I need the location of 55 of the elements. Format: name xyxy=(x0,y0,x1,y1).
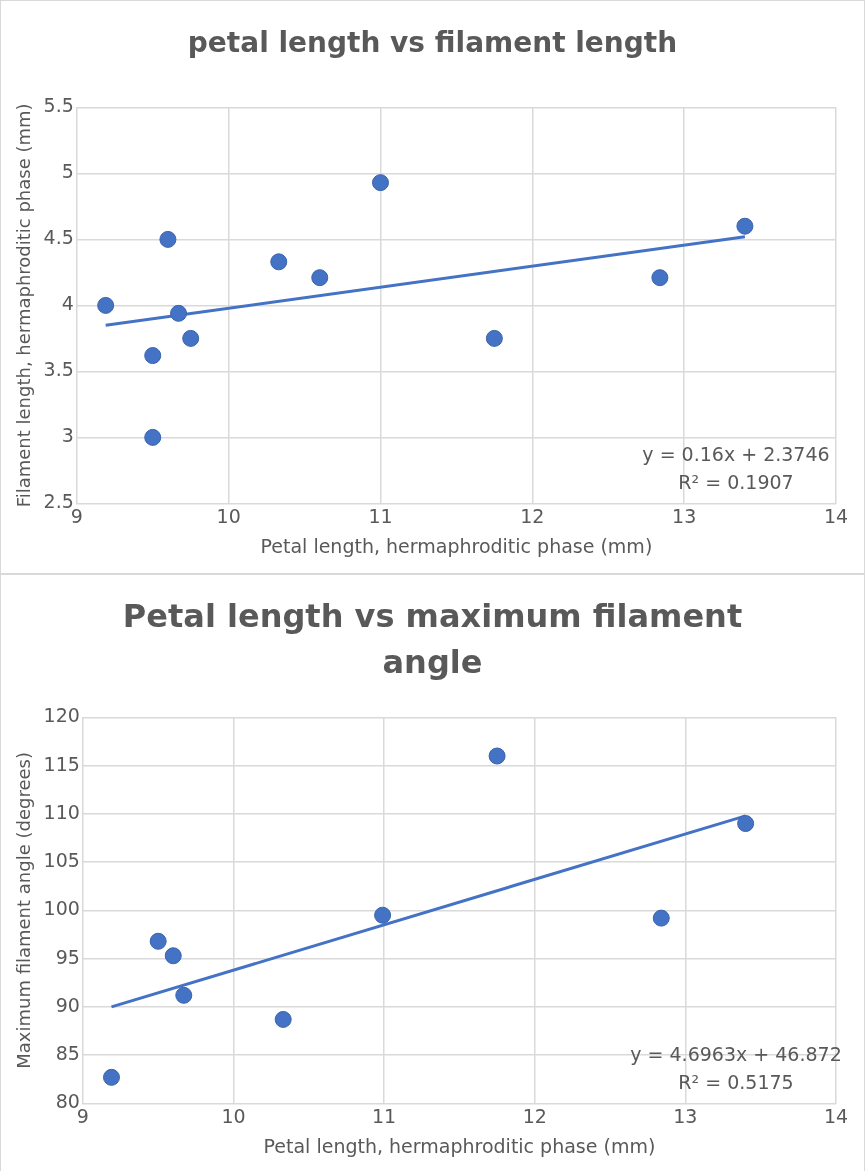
y-tick-label: 95 xyxy=(55,945,80,968)
point xyxy=(652,909,670,927)
point xyxy=(170,304,188,322)
x-tick-label: 14 xyxy=(823,1104,849,1127)
point xyxy=(311,269,329,287)
point xyxy=(149,932,167,950)
point xyxy=(270,253,288,271)
y-tick-label: 5 xyxy=(61,160,74,183)
y-tick-label: 110 xyxy=(43,800,80,823)
x-tick-label: 11 xyxy=(368,504,393,527)
point xyxy=(97,296,115,314)
point xyxy=(102,1068,120,1086)
point xyxy=(488,747,506,765)
y-tick-label: 3 xyxy=(61,424,74,447)
y-axis-title: Maximum filament angle (degrees) xyxy=(13,752,35,1069)
y-tick-label: 100 xyxy=(43,897,80,920)
point xyxy=(737,815,755,833)
annotation: y = 4.6963x + 46.872 xyxy=(630,1043,842,1066)
y-axis-title: Filament length, hermaphroditic phase (mm) xyxy=(13,103,35,508)
chart-title: petal length vs filament length xyxy=(186,25,679,61)
point xyxy=(374,906,392,924)
annotation: R² = 0.5175 xyxy=(678,1071,794,1094)
y-tick-label: 4.5 xyxy=(43,226,74,249)
point xyxy=(144,428,162,446)
point xyxy=(736,217,754,235)
annotation: y = 0.16x + 2.3746 xyxy=(642,443,830,466)
y-tick-label: 90 xyxy=(55,993,80,1016)
x-tick-label: 14 xyxy=(823,504,849,527)
x-tick-label: 11 xyxy=(372,1104,397,1127)
y-tick-label: 120 xyxy=(43,704,80,727)
x-tick-label: 10 xyxy=(221,1104,246,1127)
x-axis-title: Petal length, hermaphroditic phase (mm) xyxy=(263,1134,656,1157)
y-tick-label: 4 xyxy=(61,292,74,315)
y-tick-label: 5.5 xyxy=(43,94,74,117)
point xyxy=(371,174,389,192)
y-tick-label: 105 xyxy=(43,849,80,872)
point xyxy=(164,947,182,965)
point xyxy=(651,269,669,287)
x-tick-label: 12 xyxy=(520,504,545,527)
point xyxy=(159,230,177,248)
x-tick-label: 12 xyxy=(522,1104,547,1127)
x-tick-label: 13 xyxy=(672,504,697,527)
x-axis-title: Petal length, hermaphroditic phase (mm) xyxy=(260,534,653,557)
y-tick-label: 85 xyxy=(55,1042,80,1065)
point xyxy=(175,986,193,1004)
chart-title: Petal length vs maximum filament angle xyxy=(121,596,744,684)
annotation: R² = 0.1907 xyxy=(678,471,794,494)
x-tick-label: 10 xyxy=(216,504,241,527)
point xyxy=(182,329,200,347)
y-tick-label: 115 xyxy=(43,752,80,775)
y-tick-label: 3.5 xyxy=(43,358,74,381)
point xyxy=(274,1010,292,1028)
x-tick-label: 13 xyxy=(673,1104,698,1127)
point xyxy=(485,329,503,347)
point xyxy=(144,347,162,365)
